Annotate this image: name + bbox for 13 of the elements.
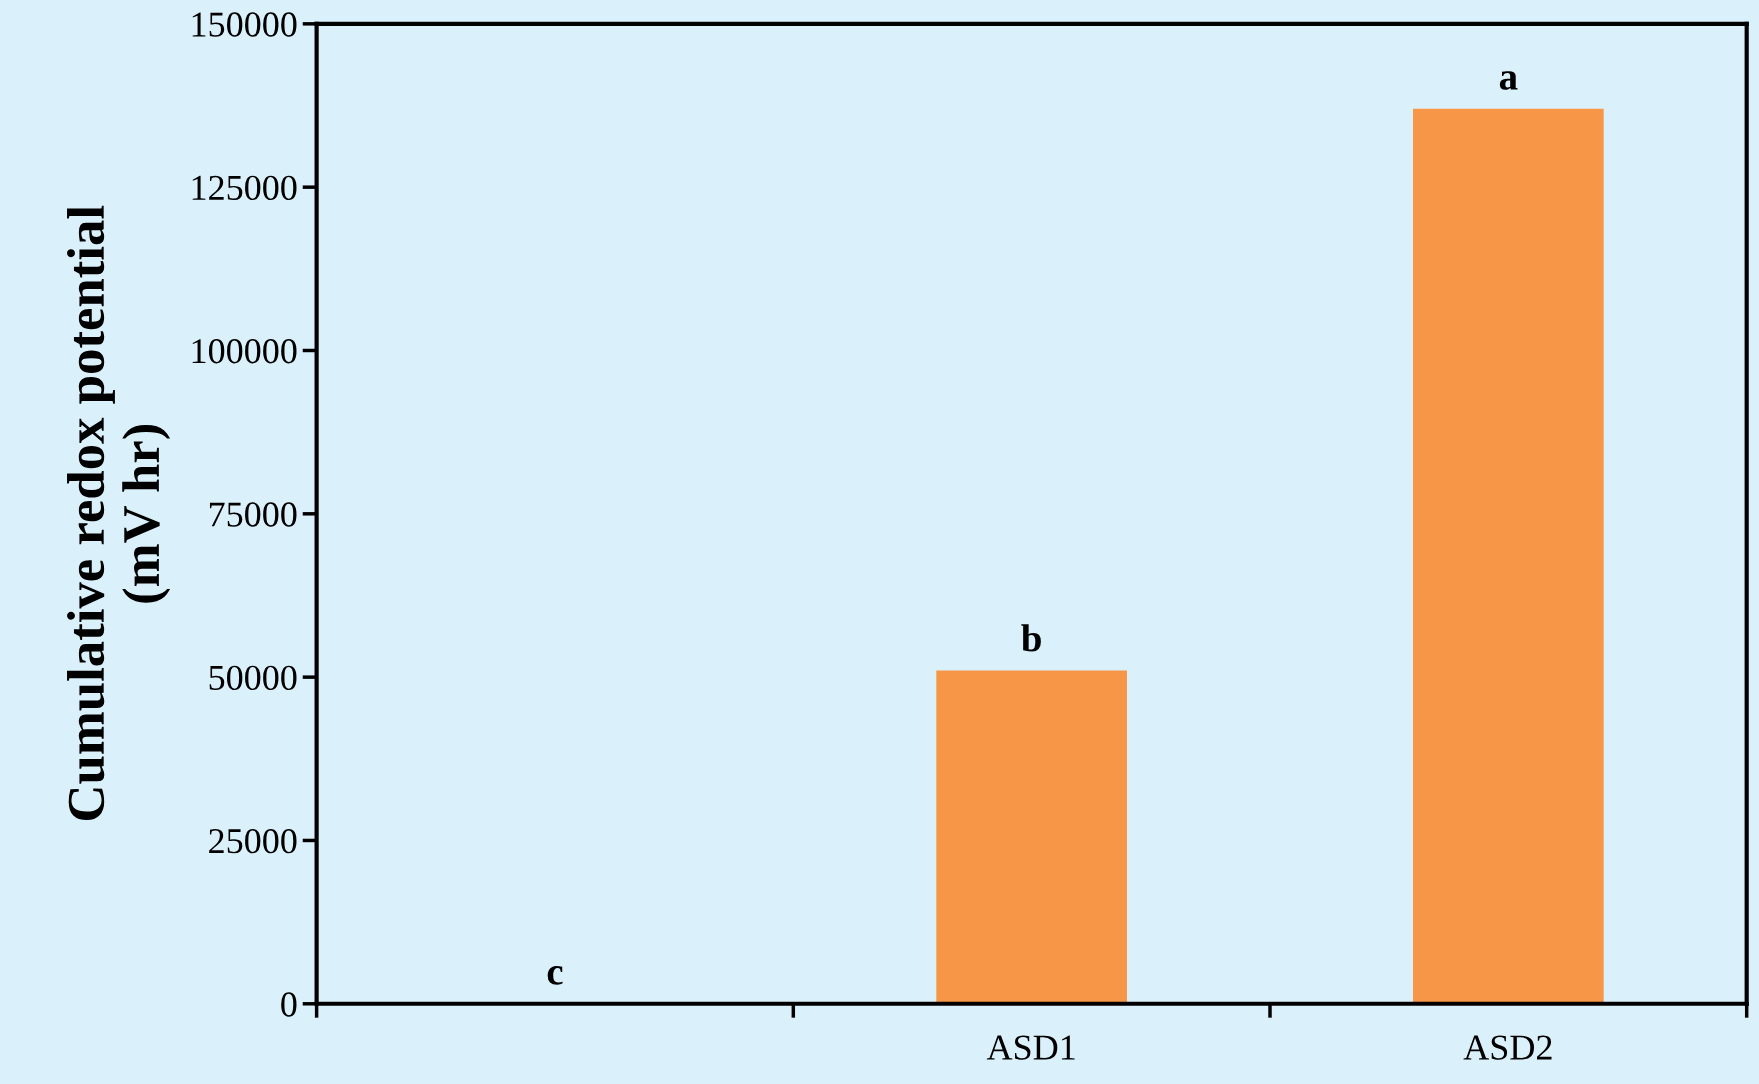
data-label: b <box>1021 624 1041 652</box>
y-tick-label: 25000 <box>209 828 297 854</box>
x-tick-label: ASD2 <box>1463 1035 1552 1060</box>
x-tick-label: ASD1 <box>986 1035 1075 1060</box>
y-axis-title: Cumulative redox potential (mV hr) <box>67 205 171 821</box>
y-tick-label: 150000 <box>192 12 297 37</box>
y-tick-label: 50000 <box>209 665 297 691</box>
y-tick-label: 125000 <box>192 175 297 201</box>
data-label: a <box>1499 71 1518 90</box>
y-tick-label: 100000 <box>192 339 297 364</box>
data-label: c <box>547 966 563 985</box>
y-tick-label: 0 <box>281 992 297 1017</box>
y-tick-label: 75000 <box>209 502 297 527</box>
